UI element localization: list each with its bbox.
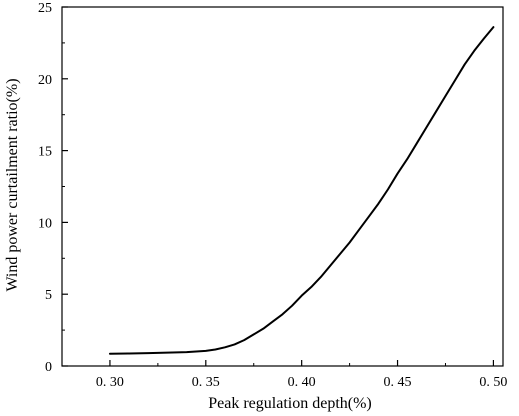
y-tick-label: 15 (38, 145, 52, 160)
x-tick-label: 0. 45 (384, 375, 412, 390)
x-axis-ticks: 0. 30 0. 35 0. 40 0. 45 0. 50 (96, 360, 507, 390)
y-tick-label: 25 (38, 1, 52, 16)
y-tick-label: 5 (45, 288, 52, 303)
y-axis-title: Wind power curtailment ratio(%) (4, 78, 21, 291)
y-axis-ticks: 0 5 10 15 20 25 (38, 1, 68, 375)
series-line (108, 26, 495, 355)
x-axis-title: Peak regulation depth(%) (208, 395, 372, 412)
y-tick-label: 0 (45, 360, 52, 375)
axes-frame (61, 6, 504, 367)
y-tick-label: 10 (38, 216, 52, 231)
x-tick-label: 0. 40 (288, 375, 316, 390)
x-tick-label: 0. 30 (96, 375, 124, 390)
y-tick-label: 20 (38, 73, 52, 88)
plot-frame (61, 6, 504, 367)
x-tick-label: 0. 50 (479, 375, 507, 390)
x-tick-label: 0. 35 (192, 375, 220, 390)
series-group (108, 26, 495, 355)
